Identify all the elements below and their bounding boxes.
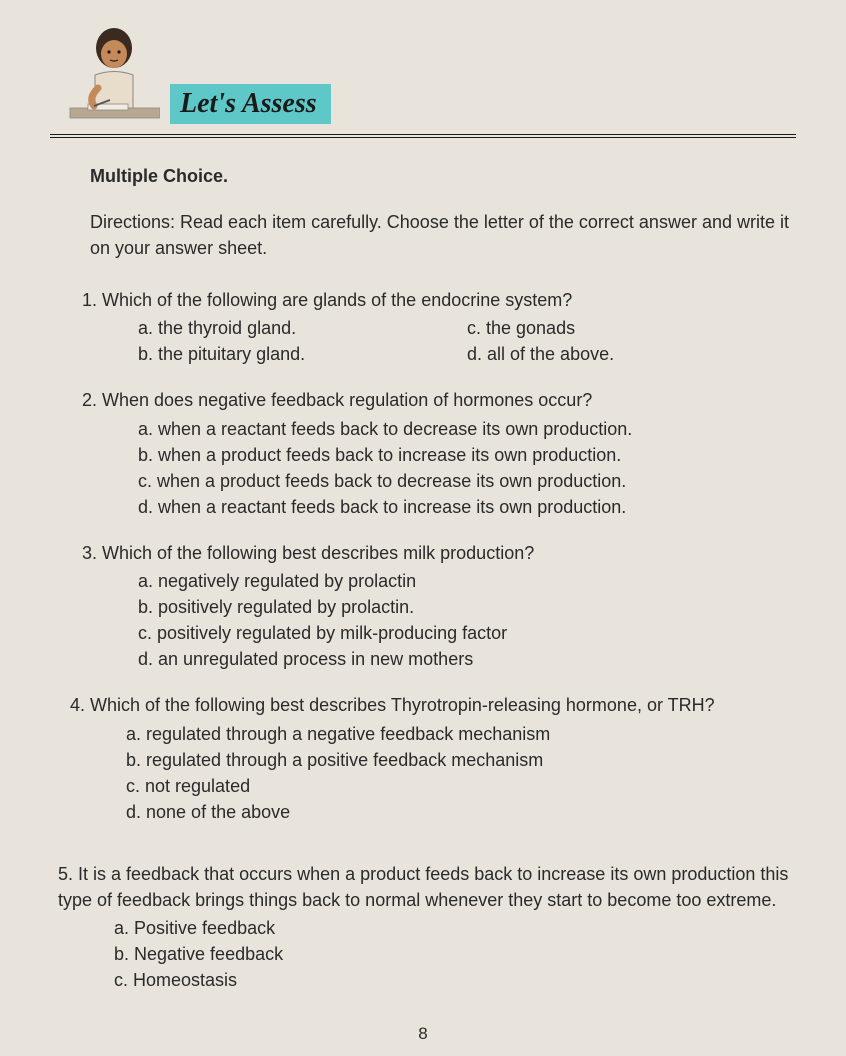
question-stem: 3. Which of the following best describes… — [82, 540, 796, 566]
option-a: a. the thyroid gland. — [138, 315, 467, 341]
question-stem: 2. When does negative feedback regulatio… — [82, 387, 796, 413]
option-c: c. when a product feeds back to decrease… — [138, 468, 796, 494]
worksheet-page: Let's Assess Multiple Choice. Directions… — [0, 0, 846, 1033]
header-row: Let's Assess — [50, 20, 796, 130]
option-c: c. positively regulated by milk-producin… — [138, 620, 796, 646]
option-d: d. an unregulated process in new mothers — [138, 646, 796, 672]
option-b: b. positively regulated by prolactin. — [138, 594, 796, 620]
page-number: 8 — [0, 1024, 846, 1044]
option-b: b. when a product feeds back to increase… — [138, 442, 796, 468]
directions-text: Directions: Read each item carefully. Ch… — [90, 209, 796, 261]
option-c: c. not regulated — [126, 773, 796, 799]
question-stem: 5. It is a feedback that occurs when a p… — [58, 861, 796, 913]
header-rule — [50, 134, 796, 138]
section-heading: Multiple Choice. — [90, 166, 796, 187]
options-one-col: a. negatively regulated by prolactin b. … — [138, 568, 796, 672]
options-one-col: a. Positive feedback b. Negative feedbac… — [114, 915, 796, 993]
page-title: Let's Assess — [170, 84, 331, 124]
option-a: a. negatively regulated by prolactin — [138, 568, 796, 594]
option-d: d. none of the above — [126, 799, 796, 825]
page-title-wrapper: Let's Assess — [170, 84, 331, 130]
option-a: a. Positive feedback — [114, 915, 796, 941]
options-col-right: c. the gonads d. all of the above. — [467, 315, 796, 367]
question-4: 4. Which of the following best describes… — [70, 692, 796, 824]
options-col-left: a. the thyroid gland. b. the pituitary g… — [138, 315, 467, 367]
option-a: a. regulated through a negative feedback… — [126, 721, 796, 747]
boy-writing-illustration — [50, 20, 160, 130]
option-d: d. when a reactant feeds back to increas… — [138, 494, 796, 520]
option-b: b. the pituitary gland. — [138, 341, 467, 367]
option-a: a. when a reactant feeds back to decreas… — [138, 416, 796, 442]
option-c: c. Homeostasis — [114, 967, 796, 993]
options-two-col: a. the thyroid gland. b. the pituitary g… — [138, 315, 796, 367]
options-one-col: a. regulated through a negative feedback… — [126, 721, 796, 825]
option-b: b. regulated through a positive feedback… — [126, 747, 796, 773]
option-d: d. all of the above. — [467, 341, 796, 367]
question-1: 1. Which of the following are glands of … — [82, 287, 796, 367]
question-5: 5. It is a feedback that occurs when a p… — [58, 861, 796, 993]
question-2: 2. When does negative feedback regulatio… — [82, 387, 796, 519]
option-b: b. Negative feedback — [114, 941, 796, 967]
options-one-col: a. when a reactant feeds back to decreas… — [138, 416, 796, 520]
option-c: c. the gonads — [467, 315, 796, 341]
question-3: 3. Which of the following best describes… — [82, 540, 796, 672]
question-stem: 1. Which of the following are glands of … — [82, 287, 796, 313]
question-stem: 4. Which of the following best describes… — [70, 692, 796, 718]
